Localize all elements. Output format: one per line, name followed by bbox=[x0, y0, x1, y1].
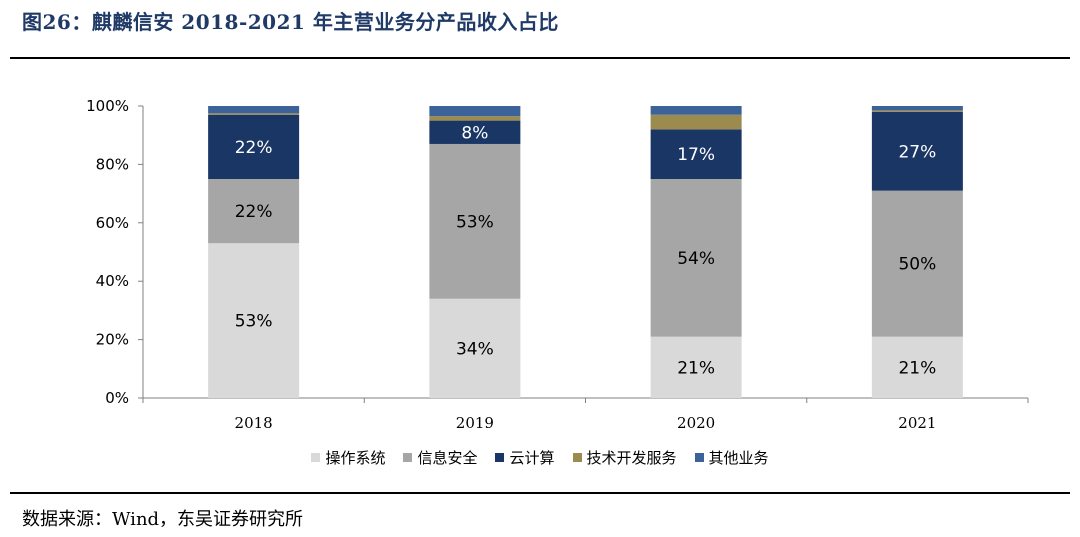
bottom-divider bbox=[10, 492, 1070, 494]
bar-segment bbox=[429, 120, 521, 144]
y-tick-label: 60% bbox=[96, 214, 129, 232]
data-label: 34% bbox=[456, 339, 494, 359]
top-divider bbox=[10, 57, 1070, 59]
stacked-bar-chart: 0% 20% 40% 60% 80% 100% 2018 2019 2020 2021 53% 22… bbox=[86, 97, 1029, 432]
data-label: 22% bbox=[235, 202, 273, 222]
y-tick-label: 100% bbox=[86, 97, 129, 115]
legend-item: 技术开发服务 bbox=[572, 447, 677, 468]
bar-segment bbox=[871, 111, 963, 191]
data-label: 21% bbox=[898, 358, 936, 378]
legend-swatch bbox=[495, 453, 505, 462]
bar-segment bbox=[208, 113, 300, 115]
legend-swatch bbox=[572, 453, 582, 462]
y-tick-label: 20% bbox=[96, 331, 129, 349]
data-label: 54% bbox=[677, 249, 715, 269]
x-tick-label: 2019 bbox=[456, 414, 494, 432]
legend-label: 其他业务 bbox=[708, 449, 769, 467]
data-label: 17% bbox=[677, 145, 715, 165]
bar-segment bbox=[871, 106, 963, 111]
x-tick-label: 2021 bbox=[898, 414, 936, 432]
legend-item: 操作系统 bbox=[311, 447, 385, 468]
bar-segment bbox=[208, 106, 300, 114]
chart-legend: 操作系统 信息安全 云计算 技术开发服务 其他业务 bbox=[0, 447, 1080, 468]
legend-swatch bbox=[403, 453, 413, 462]
y-tick-label: 80% bbox=[96, 155, 129, 173]
bar-segment bbox=[650, 129, 742, 179]
data-label: 53% bbox=[235, 312, 273, 332]
x-tick-label: 2018 bbox=[235, 414, 273, 432]
legend-label: 技术开发服务 bbox=[586, 449, 677, 467]
legend-label: 云计算 bbox=[509, 449, 555, 467]
chart-bars bbox=[208, 106, 963, 398]
bar-segment bbox=[208, 179, 300, 244]
bar-segment bbox=[429, 298, 521, 398]
bar-segment bbox=[429, 143, 521, 299]
bar-segment bbox=[429, 116, 521, 121]
legend-item: 信息安全 bbox=[403, 447, 477, 468]
bar-segment bbox=[871, 190, 963, 337]
data-label: 27% bbox=[898, 142, 936, 162]
chart-data-labels: 53% 22% 22% 34% 53% 8% 21% 54% 17% 21% 50% 27% bbox=[235, 123, 937, 378]
bar-segment bbox=[650, 114, 742, 130]
bar-segment bbox=[650, 106, 742, 115]
bar-segment bbox=[429, 106, 521, 117]
y-tick-label: 40% bbox=[96, 272, 129, 290]
bar-segment bbox=[208, 243, 300, 398]
legend-swatch bbox=[311, 453, 321, 462]
bar-segment bbox=[871, 110, 963, 112]
bar-segment bbox=[871, 336, 963, 398]
bar-segment bbox=[650, 336, 742, 398]
y-tick-label: 0% bbox=[105, 389, 129, 407]
legend-label: 操作系统 bbox=[325, 449, 386, 467]
data-label: 53% bbox=[456, 212, 494, 232]
legend-label: 信息安全 bbox=[417, 449, 478, 467]
legend-item: 云计算 bbox=[495, 447, 555, 468]
source-note: 数据来源：Wind，东吴证券研究所 bbox=[22, 509, 304, 530]
data-label: 8% bbox=[461, 123, 488, 143]
chart-title: 图26：麒麟信安 2018-2021 年主营业务分产品收入占比 bbox=[22, 10, 559, 34]
data-label: 22% bbox=[235, 138, 273, 158]
bar-segment bbox=[650, 179, 742, 337]
x-tick-label: 2020 bbox=[677, 414, 715, 432]
legend-swatch bbox=[694, 453, 704, 462]
bar-segment bbox=[208, 114, 300, 179]
legend-item: 其他业务 bbox=[694, 447, 769, 468]
data-label: 50% bbox=[898, 255, 936, 275]
data-label: 21% bbox=[677, 358, 715, 378]
